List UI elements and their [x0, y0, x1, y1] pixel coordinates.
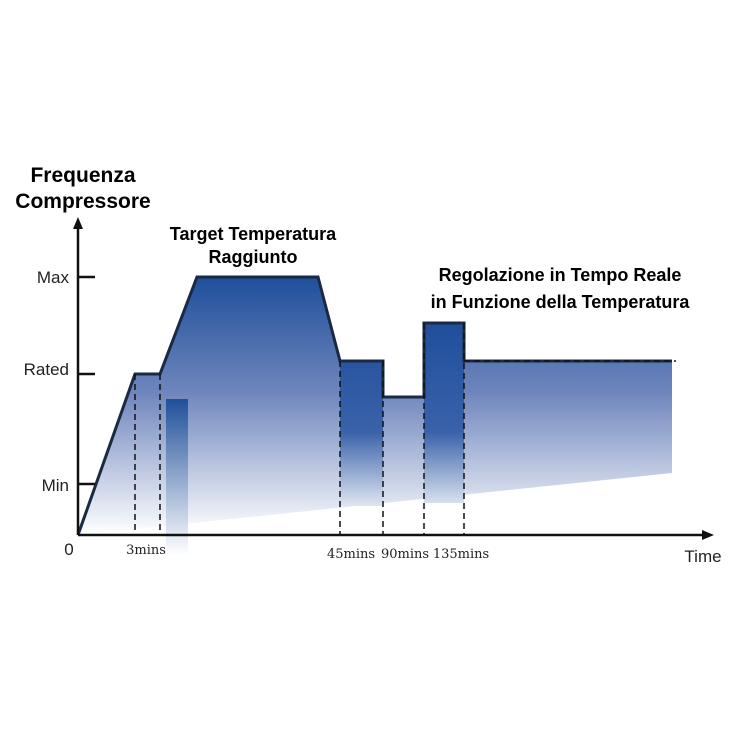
annotation: Regolazione in Tempo Reale [439, 265, 682, 285]
y-ticks [78, 275, 95, 486]
dashed-verticals [134, 323, 465, 535]
annotation: in Funzione della Temperatura [431, 292, 691, 312]
y-label: Rated [24, 360, 69, 379]
title: Compressore [15, 190, 150, 213]
annotation: Target Temperatura [170, 224, 337, 244]
x-label: 135mins [433, 547, 489, 562]
bar-135 [424, 323, 464, 503]
x-axis-label: Time [684, 547, 721, 566]
annotation: Raggiunto [209, 247, 298, 267]
bar-small [166, 399, 188, 555]
y-arrow [73, 217, 83, 229]
x-label: 3mins [126, 543, 166, 558]
y-label: Min [42, 476, 69, 495]
x-label: 45mins [327, 547, 375, 562]
y-label: Max [37, 268, 70, 287]
y-label: 0 [64, 540, 73, 559]
x-label: 90mins [381, 547, 429, 562]
bar-45 [340, 361, 383, 506]
title: Frequenza [30, 164, 135, 187]
x-arrow [702, 530, 714, 540]
